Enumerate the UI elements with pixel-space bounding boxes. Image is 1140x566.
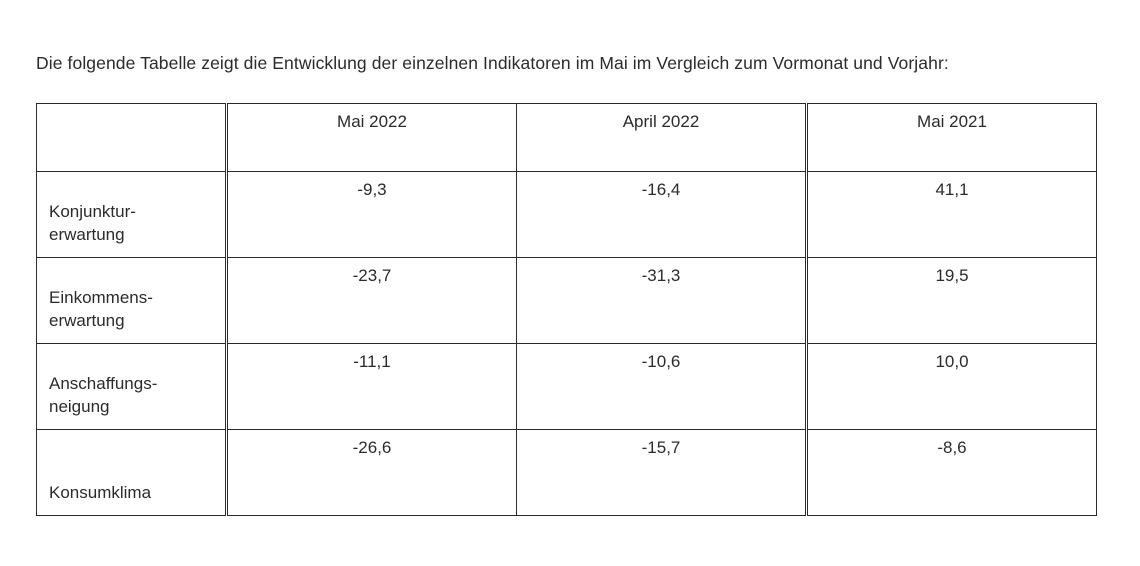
cell-value: 10,0 (807, 343, 1097, 429)
intro-paragraph: Die folgende Tabelle zeigt die Entwicklu… (36, 46, 1104, 81)
row-label-line1: Einkommens- (49, 288, 153, 307)
cell-value: -11,1 (227, 343, 517, 429)
row-label-line2: erwartung (49, 225, 125, 244)
cell-value: -15,7 (517, 429, 807, 515)
row-label-line2: erwartung (49, 311, 125, 330)
cell-value: -9,3 (227, 171, 517, 257)
cell-value: -8,6 (807, 429, 1097, 515)
cell-value: -26,6 (227, 429, 517, 515)
row-label-line2: neigung (49, 397, 110, 416)
row-label: Anschaffungs- neigung (37, 343, 227, 429)
cell-value: -16,4 (517, 171, 807, 257)
cell-value: -31,3 (517, 257, 807, 343)
table-header-blank (37, 103, 227, 171)
row-label: Konsumklima (37, 429, 227, 515)
cell-value: -10,6 (517, 343, 807, 429)
table-row: Konsumklima -26,6 -15,7 -8,6 (37, 429, 1097, 515)
table-header-row: Mai 2022 April 2022 Mai 2021 (37, 103, 1097, 171)
row-label: Konjunktur- erwartung (37, 171, 227, 257)
table-header-col1: Mai 2022 (227, 103, 517, 171)
table-header-col3: Mai 2021 (807, 103, 1097, 171)
row-label-line1: Anschaffungs- (49, 374, 157, 393)
row-label-line1: Konsumklima (49, 483, 151, 502)
row-label: Einkommens- erwartung (37, 257, 227, 343)
cell-value: 41,1 (807, 171, 1097, 257)
table-header-col2: April 2022 (517, 103, 807, 171)
cell-value: -23,7 (227, 257, 517, 343)
table-row: Konjunktur- erwartung -9,3 -16,4 41,1 (37, 171, 1097, 257)
table-row: Anschaffungs- neigung -11,1 -10,6 10,0 (37, 343, 1097, 429)
indicator-table: Mai 2022 April 2022 Mai 2021 Konjunktur-… (36, 103, 1097, 516)
row-label-line1: Konjunktur- (49, 202, 136, 221)
table-row: Einkommens- erwartung -23,7 -31,3 19,5 (37, 257, 1097, 343)
cell-value: 19,5 (807, 257, 1097, 343)
